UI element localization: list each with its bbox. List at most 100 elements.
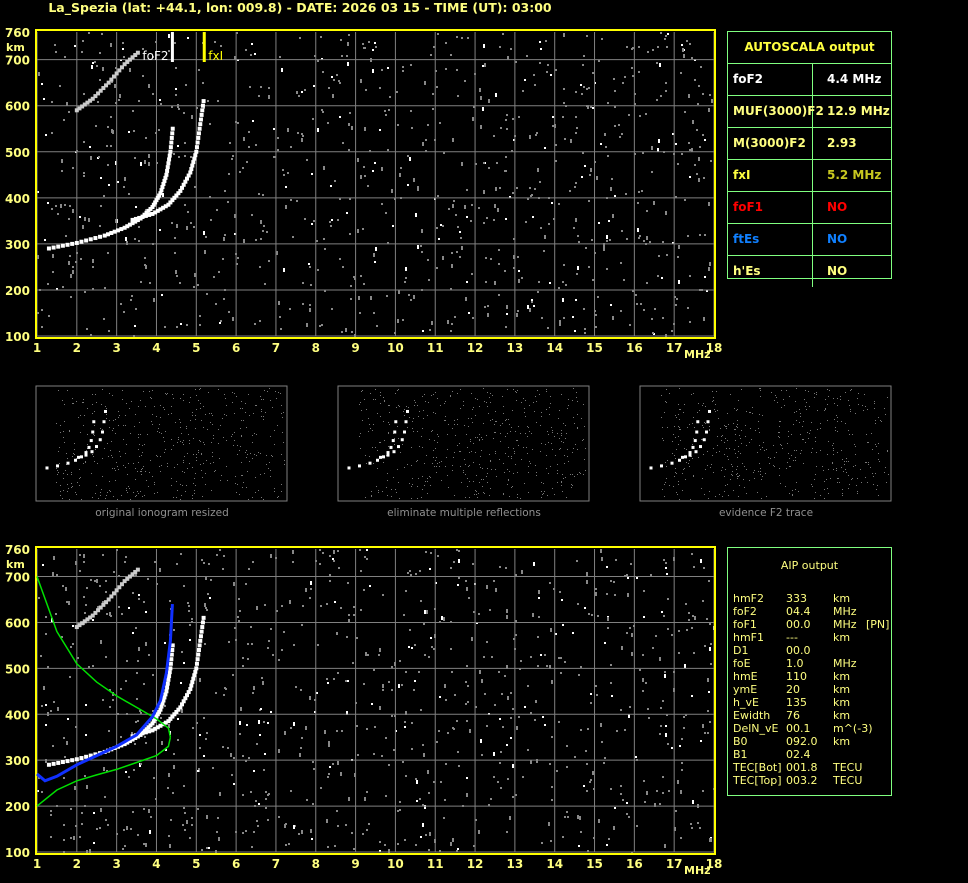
noise-dot [173,753,175,755]
noise-dot [491,469,492,470]
noise-dot [87,408,88,409]
noise-dot [668,790,670,792]
noise-dot [256,820,258,822]
noise-dot [754,470,755,471]
noise-dot [876,446,877,447]
noise-dot [399,173,401,177]
noise-dot [621,133,623,135]
noise-dot [119,451,120,452]
noise-dot [442,225,444,227]
noise-dot [699,410,700,411]
noise-dot [494,704,496,706]
x-trace-point [158,207,163,212]
noise-dot [278,659,280,661]
noise-dot [248,757,250,759]
noise-dot [425,150,427,152]
noise-dot [363,589,365,591]
noise-dot [234,627,236,629]
noise-dot [701,439,702,440]
second-hop-point [111,591,116,596]
noise-dot [305,588,307,592]
noise-dot [115,67,117,69]
second-hop-point [114,588,119,593]
noise-dot [204,603,206,607]
noise-dot [151,421,152,422]
noise-dot [581,93,583,95]
noise-dot [647,708,649,710]
noise-dot [629,627,631,629]
x-tick-label: 2 [73,341,81,355]
noise-dot [152,424,153,425]
noise-dot [737,424,738,425]
noise-dot [779,421,780,422]
noise-dot [702,134,704,136]
aip-value: 135 [786,696,807,709]
noise-dot [288,843,290,845]
noise-dot [457,445,458,446]
noise-dot [254,454,255,455]
second-hop-point [77,106,82,111]
noise-dot [651,146,653,150]
noise-dot [134,157,136,159]
noise-dot [674,426,675,427]
noise-dot [857,493,858,494]
noise-dot [407,427,408,428]
noise-dot [287,172,289,174]
noise-dot [502,33,504,35]
noise-dot [536,475,537,476]
noise-dot [727,413,728,414]
noise-dot [223,694,225,696]
noise-dot [174,252,176,254]
noise-dot [689,43,691,45]
aip-label: DelN_vE [733,722,779,735]
noise-dot [154,406,155,407]
noise-dot [801,450,802,451]
noise-dot [369,150,371,152]
noise-dot [321,109,323,111]
noise-dot [663,615,665,617]
noise-dot [60,495,61,496]
noise-dot [254,53,256,55]
autoscala-row-muf-3000-f2: MUF(3000)F2 12.9 MHz [728,96,891,128]
noise-dot [421,497,422,498]
noise-dot [366,463,367,464]
noise-dot [72,625,74,627]
noise-dot [584,332,586,334]
noise-dot [488,413,489,414]
noise-dot [375,389,376,390]
noise-dot [671,330,673,332]
noise-dot [115,419,116,420]
noise-dot [402,70,404,72]
noise-dot [548,434,549,435]
noise-dot [606,268,608,270]
noise-dot [691,553,693,555]
aip-unit: km [833,670,851,683]
noise-dot [758,421,759,422]
x-tick-label: 4 [152,857,160,871]
trace-point [649,466,653,470]
noise-dot [728,459,729,460]
noise-dot [417,498,418,499]
aip-value: 1.0 [786,657,804,670]
noise-dot [408,407,409,408]
noise-dot [504,675,506,677]
noise-dot [511,150,513,152]
noise-dot [481,437,482,438]
noise-dot [575,91,577,93]
noise-dot [483,492,484,493]
noise-dot [268,793,270,795]
noise-dot [690,823,692,825]
noise-dot [613,581,615,583]
noise-dot [672,242,674,244]
noise-dot [558,418,559,419]
noise-dot [110,615,112,617]
noise-dot [788,431,789,432]
noise-dot [465,681,467,683]
noise-dot [562,491,563,492]
noise-dot [83,596,85,598]
noise-dot [494,281,496,285]
noise-dot [487,468,488,469]
noise-dot [292,236,294,238]
noise-dot [671,747,673,749]
noise-dot [110,450,111,451]
